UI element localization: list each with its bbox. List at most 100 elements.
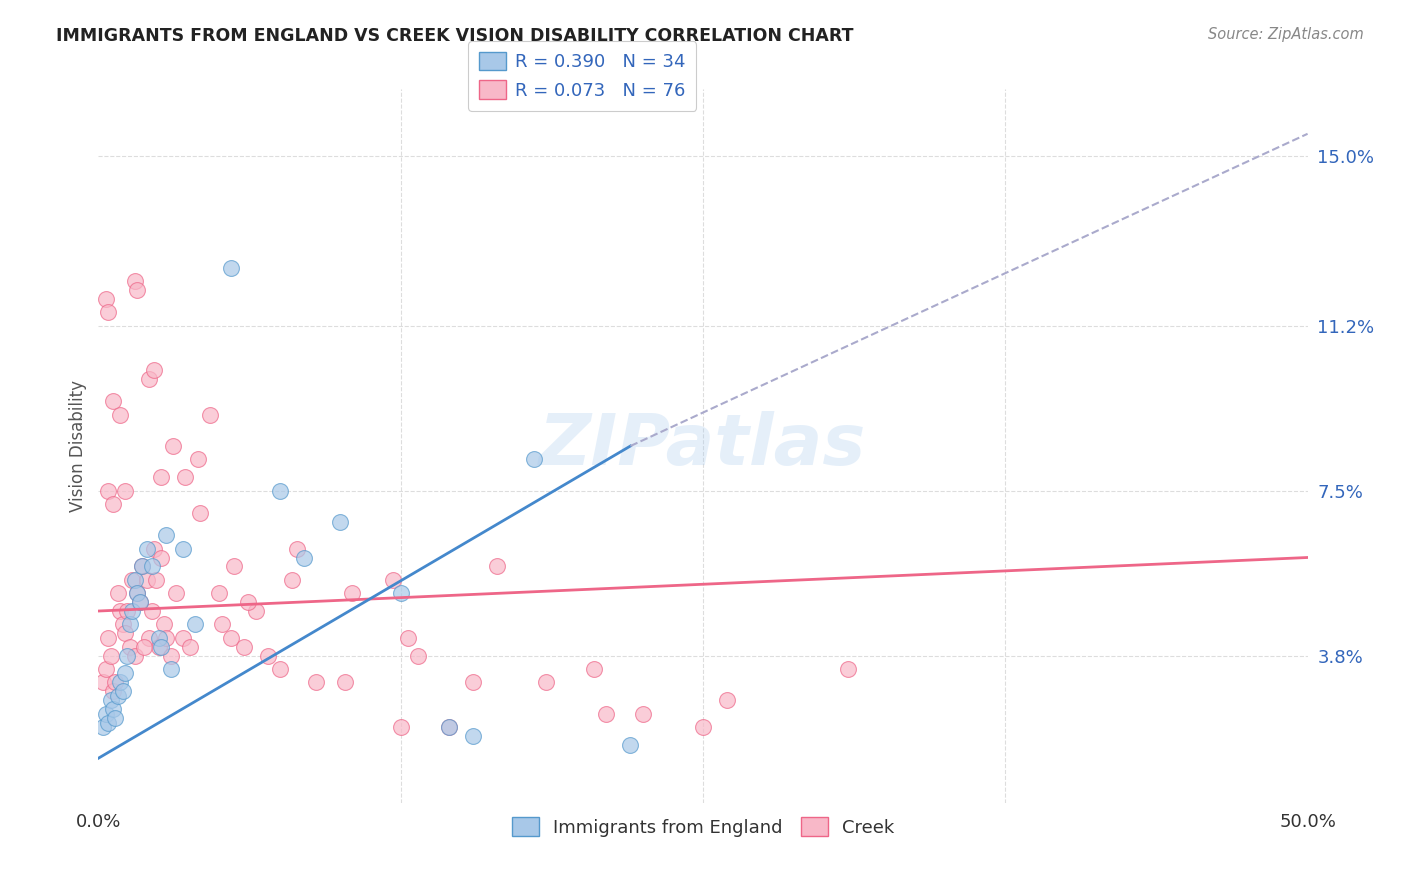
Legend: Immigrants from England, Creek: Immigrants from England, Creek — [505, 810, 901, 844]
Point — [179, 640, 201, 654]
Point — [97, 631, 120, 645]
Point — [124, 648, 146, 663]
Point — [114, 483, 136, 498]
Point — [162, 439, 184, 453]
Point — [463, 675, 485, 690]
Point — [148, 631, 170, 645]
Point — [188, 506, 211, 520]
Point — [138, 372, 160, 386]
Point — [595, 706, 617, 721]
Point — [145, 573, 167, 587]
Text: Source: ZipAtlas.com: Source: ZipAtlas.com — [1208, 27, 1364, 42]
Point — [285, 541, 308, 556]
Point — [152, 617, 174, 632]
Point — [211, 617, 233, 632]
Point — [583, 662, 606, 676]
Point — [97, 715, 120, 730]
Point — [121, 604, 143, 618]
Point — [148, 640, 170, 654]
Point — [117, 648, 139, 663]
Point — [165, 586, 187, 600]
Point — [329, 515, 352, 529]
Point — [111, 617, 134, 632]
Point — [141, 559, 163, 574]
Point — [91, 720, 114, 734]
Point — [160, 648, 183, 663]
Point — [127, 283, 149, 297]
Point — [118, 640, 141, 654]
Point — [124, 573, 146, 587]
Point — [281, 573, 304, 587]
Point — [141, 604, 163, 618]
Point — [150, 470, 173, 484]
Point — [124, 274, 146, 288]
Point — [94, 706, 117, 721]
Point — [238, 595, 260, 609]
Point — [118, 617, 141, 632]
Point — [91, 675, 114, 690]
Point — [131, 559, 153, 574]
Point — [406, 648, 429, 663]
Point — [292, 550, 315, 565]
Point — [184, 617, 207, 632]
Point — [101, 394, 124, 409]
Point — [437, 720, 460, 734]
Point — [256, 648, 278, 663]
Point — [108, 408, 131, 422]
Point — [100, 648, 122, 663]
Point — [716, 693, 738, 707]
Point — [111, 684, 134, 698]
Point — [155, 528, 177, 542]
Point — [382, 573, 405, 587]
Point — [114, 626, 136, 640]
Point — [143, 541, 166, 556]
Point — [692, 720, 714, 734]
Point — [127, 586, 149, 600]
Point — [100, 693, 122, 707]
Point — [174, 470, 197, 484]
Point — [342, 586, 364, 600]
Point — [463, 729, 485, 743]
Point — [150, 640, 173, 654]
Point — [107, 689, 129, 703]
Point — [107, 586, 129, 600]
Point — [396, 631, 419, 645]
Point — [138, 631, 160, 645]
Point — [104, 675, 127, 690]
Point — [128, 595, 150, 609]
Point — [114, 666, 136, 681]
Point — [221, 631, 243, 645]
Point — [94, 662, 117, 676]
Point — [389, 720, 412, 734]
Point — [97, 305, 120, 319]
Point — [94, 292, 117, 306]
Point — [245, 604, 267, 618]
Point — [221, 260, 243, 275]
Point — [131, 559, 153, 574]
Point — [121, 573, 143, 587]
Point — [198, 408, 221, 422]
Point — [269, 662, 291, 676]
Point — [143, 363, 166, 377]
Point — [101, 702, 124, 716]
Y-axis label: Vision Disability: Vision Disability — [69, 380, 87, 512]
Point — [208, 586, 231, 600]
Point — [619, 738, 641, 752]
Point — [837, 662, 859, 676]
Point — [232, 640, 254, 654]
Point — [127, 586, 149, 600]
Point — [101, 684, 124, 698]
Point — [150, 550, 173, 565]
Point — [305, 675, 328, 690]
Point — [117, 604, 139, 618]
Point — [101, 497, 124, 511]
Point — [486, 559, 509, 574]
Point — [523, 452, 546, 467]
Point — [135, 541, 157, 556]
Point — [135, 573, 157, 587]
Point — [333, 675, 356, 690]
Point — [631, 706, 654, 721]
Point — [187, 452, 209, 467]
Point — [389, 586, 412, 600]
Point — [97, 483, 120, 498]
